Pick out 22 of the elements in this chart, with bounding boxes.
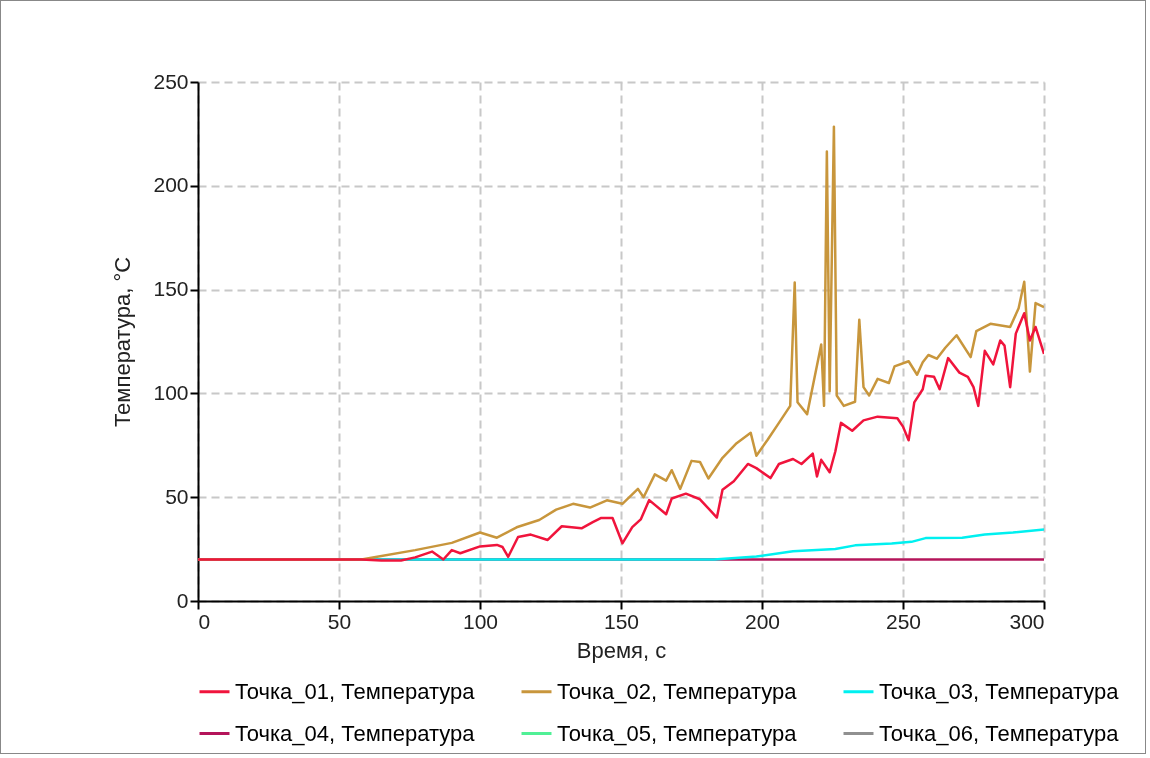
legend-label: Точка_06, Температура — [879, 720, 1120, 746]
x-tick-label: 0 — [198, 609, 211, 633]
legend-label: Точка_02, Температура — [557, 678, 798, 704]
legend-label: Точка_05, Температура — [557, 720, 798, 746]
legend-label: Точка_03, Температура — [879, 678, 1120, 704]
y-axis-title: Температура, °С — [110, 256, 136, 428]
legend-label: Точка_01, Температура — [235, 678, 476, 704]
legend-label: Точка_04, Температура — [235, 720, 476, 746]
y-tick-label: 50 — [165, 484, 189, 508]
x-tick-label: 150 — [603, 609, 640, 633]
y-tick-label: 0 — [176, 588, 189, 612]
x-tick-label: 300 — [1009, 609, 1045, 633]
x-tick-label: 50 — [327, 609, 352, 633]
y-tick-label: 150 — [153, 277, 189, 301]
x-tick-label: 200 — [744, 609, 781, 633]
x-tick-label: 250 — [885, 609, 922, 633]
y-tick-label: 100 — [153, 380, 189, 404]
x-axis-title: Время, с — [576, 637, 667, 663]
y-tick-label: 250 — [153, 69, 189, 93]
y-tick-label: 200 — [153, 173, 189, 197]
line-series — [198, 312, 1044, 562]
x-tick-label: 100 — [462, 609, 499, 633]
